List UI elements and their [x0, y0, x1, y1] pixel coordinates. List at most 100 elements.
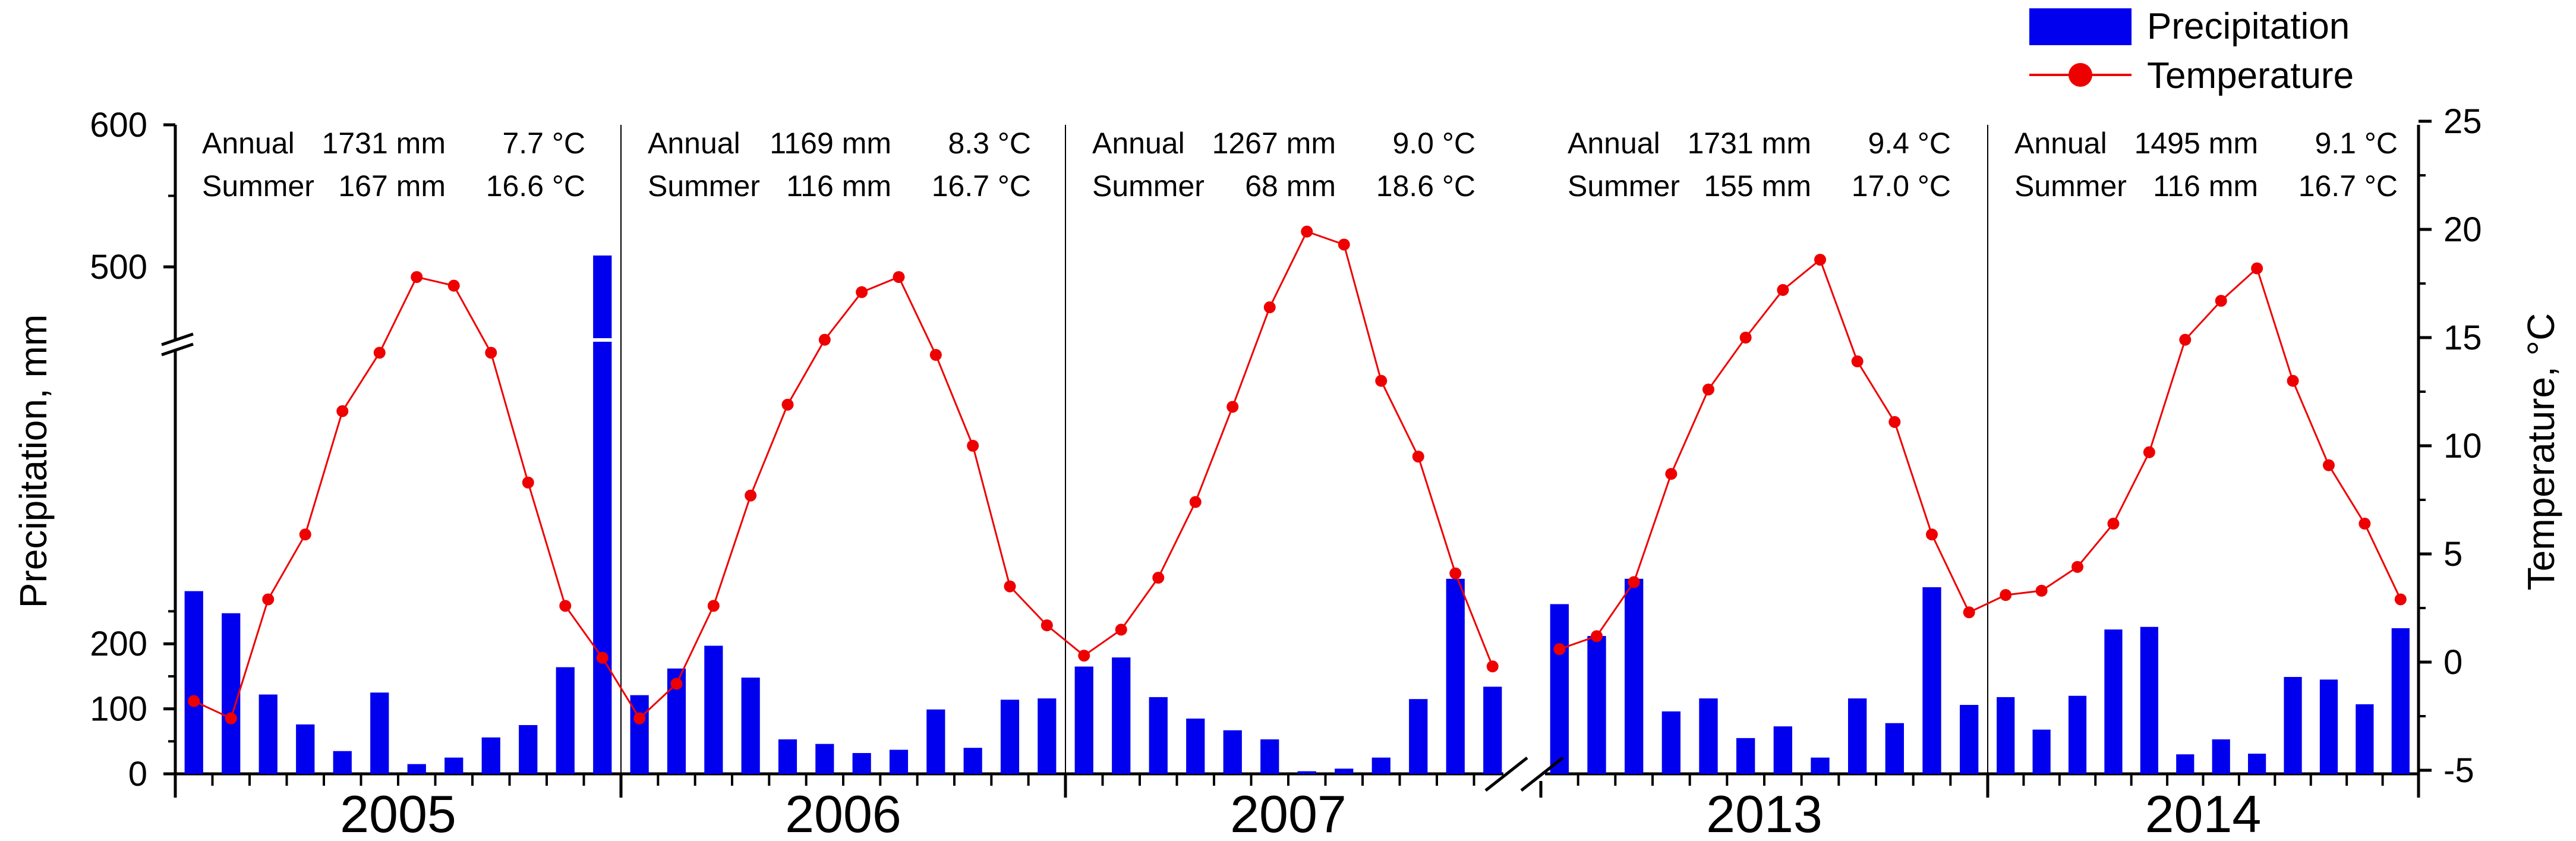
temperature-point: [225, 712, 237, 725]
temperature-point: [1078, 650, 1090, 662]
year-separators: [174, 125, 2420, 798]
year-label: 2014: [2145, 785, 2262, 841]
left-axis-title: Precipitation, mm: [12, 314, 55, 608]
temperature-point: [633, 712, 646, 725]
precipitation-bar: [815, 744, 834, 774]
temperature-point: [1226, 401, 1239, 413]
precipitation-bar: [593, 342, 612, 774]
year-labels: 2005 2006 2007 2013 2014: [340, 785, 2261, 841]
precipitation-bar: [2212, 739, 2230, 774]
temperature-point: [1338, 238, 1350, 251]
precipitation-bar: [556, 667, 575, 774]
summary-precipitation: 1731 mm: [1688, 127, 1811, 160]
precipitation-bar: [926, 709, 945, 774]
summary-label: Annual: [648, 127, 740, 160]
temperature-point: [522, 476, 534, 489]
summary-temperature: 9.1 °C: [2315, 127, 2398, 160]
temperature-point: [1851, 355, 1864, 368]
temperature-point: [447, 279, 460, 292]
precipitation-bar: [2319, 679, 2338, 774]
temperature-line-connector: [601, 657, 641, 719]
precipitation-bar: [1297, 771, 1316, 774]
temperature-point: [1888, 415, 1901, 428]
precipitation-bar: [1446, 578, 1465, 774]
precipitation-bar: [2391, 628, 2410, 774]
temperature-point: [2215, 295, 2227, 307]
precipitation-bar: [1587, 636, 1606, 774]
right-tick-label: -5: [2443, 751, 2474, 790]
temperature-points: [188, 225, 2407, 725]
temperature-lines: [193, 230, 2402, 720]
right-tick-label: 25: [2443, 102, 2482, 141]
axes: [174, 125, 2420, 776]
right-tick-label: 10: [2443, 427, 2482, 465]
legend-precipitation-label: Precipitation: [2147, 6, 2350, 47]
summary-label: Annual: [1568, 127, 1660, 160]
year-label: 2007: [1230, 785, 1347, 841]
precipitation-bar: [184, 591, 203, 774]
precipitation-bar: [1699, 698, 1718, 774]
summary-temperature: 16.7 °C: [932, 169, 1031, 203]
precipitation-bar: [2356, 704, 2374, 774]
temperature-point: [1189, 496, 1202, 508]
temperature-point: [818, 333, 831, 346]
precipitation-bar: [1074, 666, 1093, 774]
temperature-point: [2107, 518, 2120, 530]
left-tick-label: 0: [128, 755, 147, 793]
temperature-line: [639, 276, 1048, 719]
temperature-point: [1926, 528, 1938, 541]
precipitation-bar: [407, 764, 426, 774]
summary-temperature: 18.6 °C: [1376, 169, 1475, 203]
precipitation-bar: [1625, 578, 1644, 774]
summary-label: Summer: [648, 169, 760, 203]
temperature-point: [1665, 468, 1678, 480]
left-tick-label: 200: [90, 625, 147, 663]
summary-label: Summer: [1568, 169, 1680, 203]
precipitation-bar: [258, 694, 278, 774]
precipitation-bar: [852, 752, 871, 774]
year-label: 2013: [1706, 785, 1823, 841]
right-tick-label: 20: [2443, 210, 2482, 249]
precipitation-bar: [1038, 698, 1057, 774]
left-tick-label: 500: [90, 248, 147, 286]
temperature-line: [193, 276, 603, 720]
temperature-point: [1004, 580, 1016, 593]
temperature-point: [596, 651, 608, 664]
precipitation-bar-upper: [593, 255, 612, 338]
precipitation-bar: [1000, 700, 1020, 774]
summary-precipitation: 116 mm: [2153, 169, 2258, 203]
precipitation-bar: [222, 613, 241, 774]
temperature-point: [1702, 383, 1714, 396]
summary-temperature: 17.0 °C: [1852, 169, 1951, 203]
temperature-point: [2322, 459, 2335, 471]
temperature-point: [373, 347, 386, 359]
temperature-point: [1412, 451, 1424, 463]
precipitation-bar: [1260, 739, 1279, 774]
temperature-line: [2006, 266, 2402, 600]
temperature-point: [1115, 623, 1127, 636]
temperature-point: [2071, 560, 2084, 573]
precipitation-bar: [741, 678, 760, 774]
precipitation-bar: [2248, 754, 2266, 774]
temperature-point: [1553, 643, 1566, 656]
right-axis-title: Temperature, °C: [2520, 313, 2562, 591]
temperature-point: [485, 347, 497, 359]
temperature-point: [2179, 333, 2192, 346]
summary-temperature: 9.4 °C: [1868, 127, 1951, 160]
temperature-point: [336, 405, 349, 417]
summary-label: Annual: [202, 127, 295, 160]
precipitation-bar: [2068, 695, 2087, 774]
precipitation-bar: [1550, 604, 1569, 774]
precipitation-bar: [1149, 697, 1168, 774]
summary-label: Summer: [1092, 169, 1205, 203]
temperature-point: [1739, 332, 1752, 344]
temperature-point: [2143, 446, 2155, 458]
temperature-point: [1628, 576, 1640, 588]
temperature-point: [1041, 619, 1053, 632]
year-label: 2005: [340, 785, 456, 841]
right-tick-label: 5: [2443, 535, 2463, 574]
precipitation-bar: [1371, 757, 1391, 774]
temperature-point: [188, 695, 200, 707]
summary-temperature: 9.0 °C: [1392, 127, 1475, 160]
